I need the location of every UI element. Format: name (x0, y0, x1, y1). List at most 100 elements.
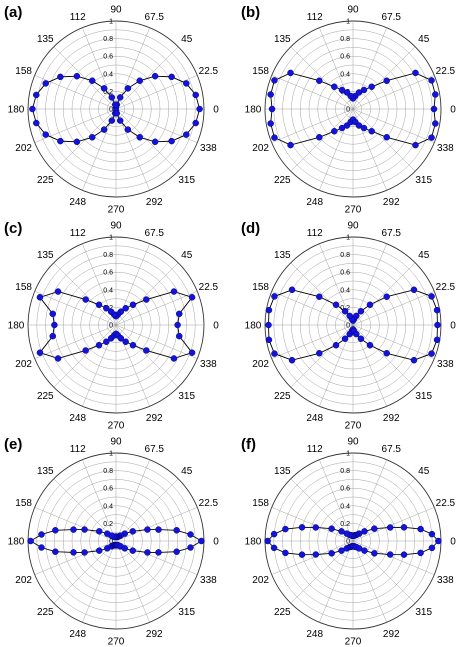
radial-tick-label: 0 (346, 539, 350, 546)
data-point (433, 306, 441, 314)
data-point (173, 527, 180, 534)
data-point (107, 308, 115, 316)
data-point (113, 110, 121, 117)
data-point (331, 128, 338, 135)
radial-tick-label: 0.2 (103, 521, 113, 528)
data-point (155, 549, 162, 556)
grid-spoke (115, 540, 198, 575)
data-point (386, 524, 394, 531)
data-point (316, 350, 323, 357)
data-point (116, 94, 124, 101)
grid-spoke (53, 46, 117, 110)
radial-tick-label: 0 (109, 323, 113, 330)
grid-spoke (290, 108, 354, 172)
radial-tick-label: 0.8 (103, 468, 113, 475)
data-point (270, 544, 278, 552)
data-point (122, 304, 129, 312)
data-point (428, 530, 436, 538)
data-point (417, 525, 424, 533)
grid-spoke (115, 75, 198, 110)
grid-spoke (290, 262, 354, 326)
radial-tick-label: 0.4 (340, 503, 350, 510)
radial-tick-label: 0.8 (340, 36, 350, 43)
data-point (288, 356, 296, 364)
data-point (170, 355, 178, 362)
grid-spoke (53, 324, 117, 388)
data-point (383, 293, 390, 300)
data-point (316, 293, 323, 300)
polar-plot-c: 90 67.5 45 22.5 0 338 315 292 270 248 225 202 180 158… (8, 221, 220, 432)
data-point (122, 338, 129, 346)
angle-tick-label: 90 (110, 221, 122, 232)
grid-spoke (53, 108, 117, 172)
data-point (265, 306, 273, 314)
data-point (432, 91, 439, 98)
data-point (287, 69, 294, 77)
data-point (151, 138, 159, 146)
grid-spoke (290, 324, 354, 388)
panel-label-b: (b) (241, 4, 261, 21)
angle-tick-label: 202 (252, 359, 269, 370)
angle-tick-label: 158 (15, 282, 32, 293)
panel-label-d: (d) (241, 220, 261, 237)
data-point (70, 526, 77, 533)
data-point (353, 330, 360, 338)
angle-tick-label: 338 (437, 143, 454, 154)
angle-tick-label: 270 (345, 205, 362, 216)
data-point (88, 77, 96, 84)
data-point (196, 105, 203, 113)
data-point (332, 301, 340, 309)
data-point (82, 347, 89, 354)
data-point (176, 310, 183, 318)
data-point (346, 312, 353, 320)
data-point (187, 544, 194, 551)
angle-tick-label: 270 (108, 421, 125, 432)
angle-tick-label: 248 (69, 197, 86, 208)
data-point (73, 138, 81, 146)
data-point (368, 128, 375, 135)
angle-tick-label: 0 (213, 321, 219, 332)
data-point (282, 525, 289, 533)
grid-spoke (352, 540, 387, 623)
angle-tick-label: 315 (415, 175, 432, 186)
grid-spoke (53, 262, 117, 326)
data-point (400, 524, 408, 531)
polar-plot-f: 90 67.5 45 22.5 0 338 315 292 270 248 225 202 180 158… (245, 437, 457, 647)
data-point (338, 86, 346, 94)
data-point (192, 119, 199, 127)
angle-tick-label: 180 (245, 537, 262, 548)
panel-a: 90 67.5 45 22.5 0 338 315 292 270 248 225 202 180 158… (0, 0, 237, 215)
grid-spoke (290, 46, 354, 110)
angle-tick-label: 45 (181, 466, 193, 477)
data-point (95, 528, 103, 535)
angle-tick-label: 202 (252, 143, 269, 154)
radial-tick-label: 0.8 (103, 252, 113, 259)
radial-tick-label: 1 (346, 19, 350, 26)
grid-spoke (352, 324, 435, 359)
data-point (360, 124, 368, 132)
data-point (81, 549, 88, 556)
angle-tick-label: 158 (252, 282, 269, 293)
angle-tick-label: 202 (15, 359, 32, 370)
angle-tick-label: 248 (69, 413, 86, 424)
data-point (328, 525, 335, 532)
data-point (33, 91, 40, 99)
data-point (129, 301, 137, 309)
angle-tick-label: 270 (108, 637, 125, 647)
data-point (298, 524, 306, 531)
radial-tick-label: 0.8 (340, 252, 350, 259)
data-point (288, 286, 296, 294)
data-point (73, 72, 81, 80)
grid-spoke (115, 324, 179, 388)
data-point (183, 80, 190, 87)
data-point (168, 137, 175, 145)
data-point (428, 134, 435, 141)
grid-spoke (271, 291, 354, 326)
data-point (192, 91, 199, 99)
angle-tick-label: 45 (181, 34, 193, 45)
polar-plot-e: 90 67.5 45 22.5 0 338 315 292 270 248 225 202 180 158… (8, 437, 220, 647)
radial-tick-label: 0.6 (103, 270, 113, 277)
grid-spoke (271, 507, 354, 542)
angle-tick-label: 22.5 (436, 66, 456, 77)
